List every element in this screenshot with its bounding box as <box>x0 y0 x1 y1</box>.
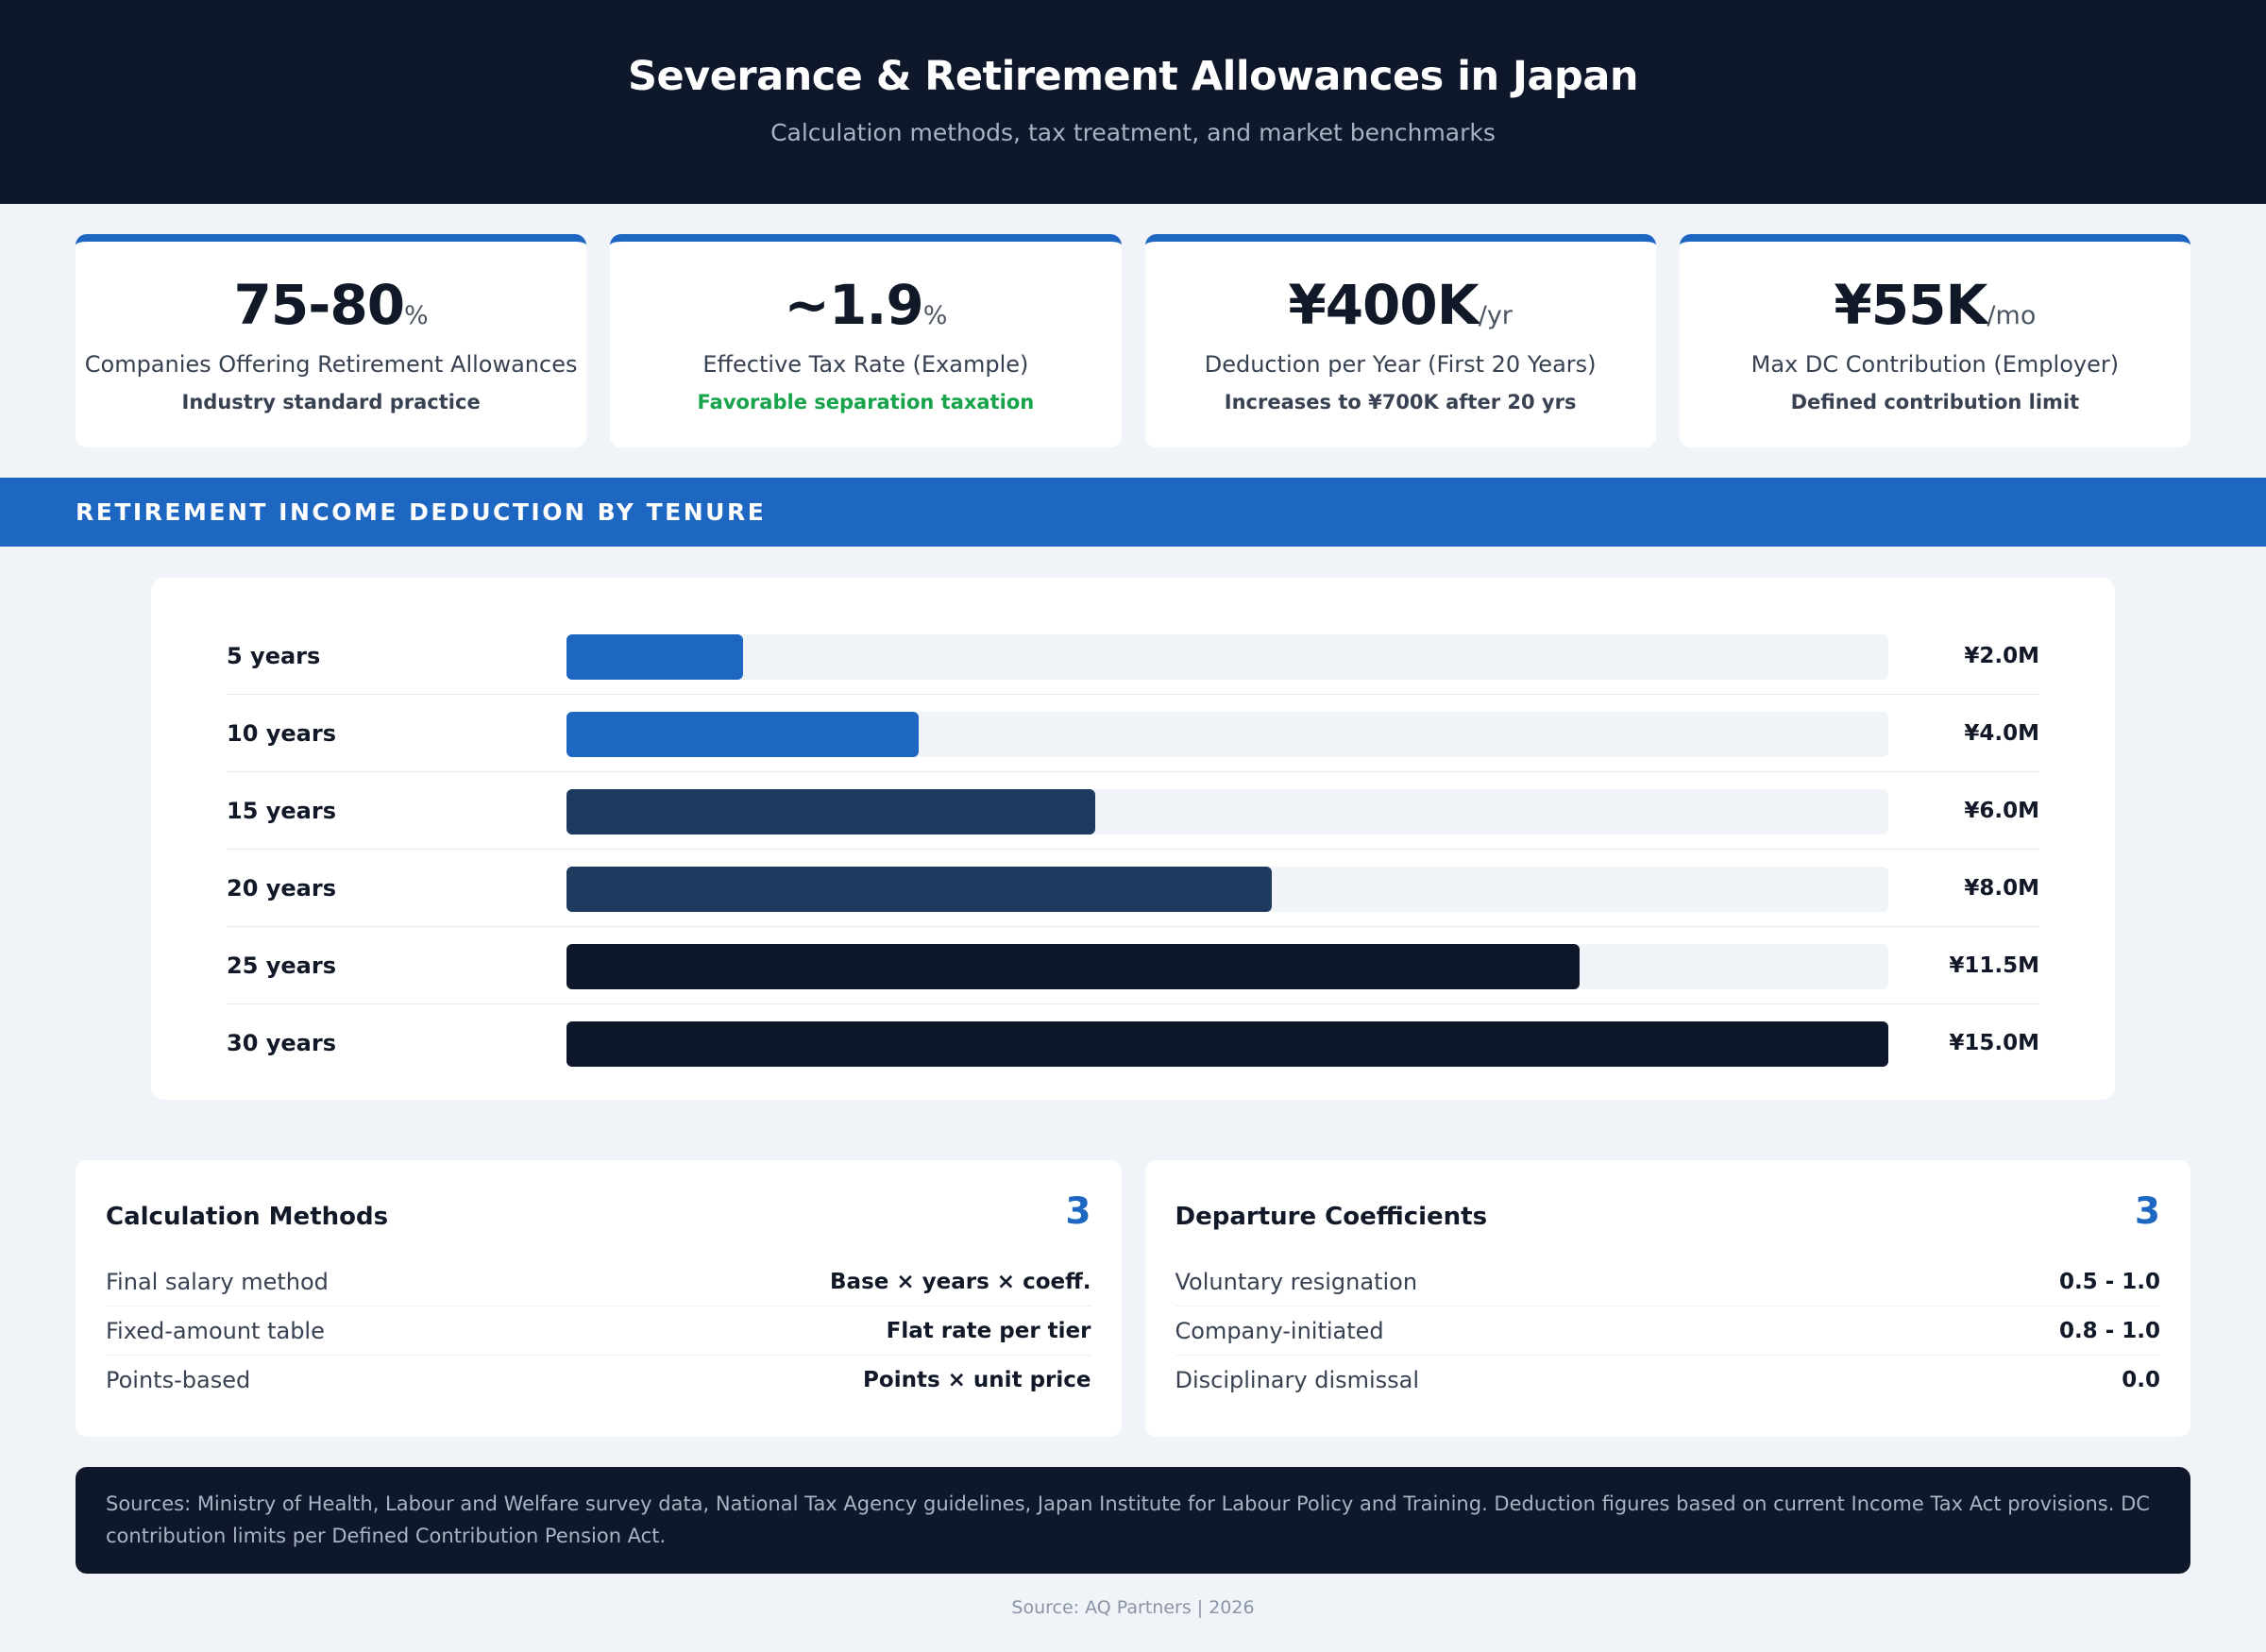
list-item: Points-based Points × unit price <box>106 1356 1091 1405</box>
section-header: RETIREMENT INCOME DEDUCTION BY TENURE <box>0 478 2266 547</box>
panel-list: Final salary method Base × years × coeff… <box>106 1257 1091 1405</box>
page-subtitle: Calculation methods, tax treatment, and … <box>770 119 1496 146</box>
value-label: ¥4.0M <box>1964 721 2039 746</box>
chart-row: 25 years ¥11.5M <box>227 927 2039 1004</box>
value-label: ¥15.0M <box>1949 1031 2039 1055</box>
category-label: 25 years <box>227 952 336 979</box>
kpi-card-dc-contribution: ¥55K/mo Max DC Contribution (Employer) D… <box>1679 234 2190 447</box>
panel-title: Calculation Methods <box>106 1203 389 1231</box>
bar <box>566 634 743 680</box>
chart-row: 20 years ¥8.0M <box>227 850 2039 927</box>
value-label: ¥11.5M <box>1949 953 2039 978</box>
list-item: Voluntary resignation 0.5 - 1.0 <box>1175 1257 2160 1306</box>
category-label: 5 years <box>227 643 321 669</box>
bar <box>566 789 1095 834</box>
kpi-note: Defined contribution limit <box>1790 391 2080 413</box>
info-panels: Calculation Methods 3 Final salary metho… <box>76 1160 2190 1437</box>
kpi-note: Increases to ¥700K after 20 yrs <box>1224 391 1577 413</box>
list-item: Company-initiated 0.8 - 1.0 <box>1175 1306 2160 1356</box>
kpi-unit: % <box>922 301 948 330</box>
chart-row: 10 years ¥4.0M <box>227 695 2039 772</box>
section-title: RETIREMENT INCOME DEDUCTION BY TENURE <box>76 498 767 526</box>
footer-credit: Source: AQ Partners | 2026 <box>1011 1597 1255 1618</box>
kpi-note: Favorable separation taxation <box>697 391 1035 413</box>
deduction-bar-chart: 5 years ¥2.0M 10 years ¥4.0M 15 years ¥6.0M 20… <box>151 578 2115 1100</box>
list-item: Final salary method Base × years × coeff… <box>106 1257 1091 1306</box>
bar-track <box>566 789 1888 834</box>
bar-track <box>566 867 1888 912</box>
departure-coefficients-panel: Departure Coefficients 3 Voluntary resig… <box>1144 1160 2190 1437</box>
kpi-label: Companies Offering Retirement Allowances <box>84 351 578 378</box>
kpi-unit: /yr <box>1478 301 1513 330</box>
item-value: Base × years × coeff. <box>830 1270 1091 1294</box>
item-label: Fixed-amount table <box>106 1318 325 1344</box>
bar <box>566 712 919 757</box>
category-label: 30 years <box>227 1030 336 1056</box>
kpi-card-companies: 75-80% Companies Offering Retirement All… <box>76 234 587 447</box>
chart-row: 30 years ¥15.0M <box>227 1004 2039 1082</box>
item-value: 0.8 - 1.0 <box>2058 1319 2160 1343</box>
item-label: Disciplinary dismissal <box>1175 1367 1420 1393</box>
kpi-card-tax-rate: ~1.9% Effective Tax Rate (Example) Favor… <box>610 234 1122 447</box>
panel-title: Departure Coefficients <box>1175 1203 1488 1231</box>
kpi-note: Industry standard practice <box>181 391 481 413</box>
kpi-number: ¥400K <box>1288 273 1479 337</box>
kpi-number: ¥55K <box>1834 273 1987 337</box>
category-label: 20 years <box>227 875 336 902</box>
kpi-value: ¥55K/mo <box>1680 278 2190 332</box>
kpi-value: 75-80% <box>76 278 586 332</box>
category-label: 15 years <box>227 798 336 824</box>
calculation-methods-panel: Calculation Methods 3 Final salary metho… <box>76 1160 1122 1437</box>
kpi-label: Effective Tax Rate (Example) <box>702 351 1029 378</box>
panel-count: 3 <box>1065 1190 1091 1233</box>
chart-row: 15 years ¥6.0M <box>227 772 2039 850</box>
value-label: ¥2.0M <box>1964 644 2039 668</box>
kpi-row: 75-80% Companies Offering Retirement All… <box>76 234 2190 447</box>
item-value: 0.0 <box>2122 1368 2160 1392</box>
item-value: Flat rate per tier <box>886 1319 1091 1343</box>
value-label: ¥6.0M <box>1964 799 2039 823</box>
sources-note: Sources: Ministry of Health, Labour and … <box>76 1467 2190 1574</box>
chart-row: 5 years ¥2.0M <box>227 617 2039 695</box>
value-label: ¥8.0M <box>1964 876 2039 901</box>
kpi-number: ~1.9 <box>784 273 923 337</box>
bar-track <box>566 634 1888 680</box>
header-banner: Severance & Retirement Allowances in Jap… <box>0 0 2266 204</box>
bar-track <box>566 1021 1888 1067</box>
list-item: Fixed-amount table Flat rate per tier <box>106 1306 1091 1356</box>
item-label: Points-based <box>106 1367 251 1393</box>
item-label: Voluntary resignation <box>1175 1269 1418 1295</box>
bar-track <box>566 712 1888 757</box>
kpi-card-deduction: ¥400K/yr Deduction per Year (First 20 Ye… <box>1144 234 1656 447</box>
kpi-label: Deduction per Year (First 20 Years) <box>1204 351 1597 378</box>
kpi-value: ~1.9% <box>610 278 1121 332</box>
kpi-unit: /mo <box>1987 301 2037 330</box>
item-value: Points × unit price <box>863 1368 1091 1392</box>
bar-track <box>566 944 1888 989</box>
item-label: Final salary method <box>106 1269 329 1295</box>
kpi-value: ¥400K/yr <box>1145 278 1656 332</box>
bar <box>566 944 1580 989</box>
category-label: 10 years <box>227 720 336 747</box>
list-item: Disciplinary dismissal 0.0 <box>1175 1356 2161 1405</box>
kpi-label: Max DC Contribution (Employer) <box>1750 351 2120 378</box>
kpi-number: 75-80 <box>233 273 405 337</box>
kpi-unit: % <box>404 301 429 330</box>
item-label: Company-initiated <box>1175 1318 1384 1344</box>
page-title: Severance & Retirement Allowances in Jap… <box>628 53 1638 100</box>
bar <box>566 1021 1888 1067</box>
panel-count: 3 <box>2134 1190 2160 1233</box>
item-value: 0.5 - 1.0 <box>2058 1270 2160 1294</box>
bar <box>566 867 1272 912</box>
panel-list: Voluntary resignation 0.5 - 1.0 Company-… <box>1175 1257 2161 1405</box>
